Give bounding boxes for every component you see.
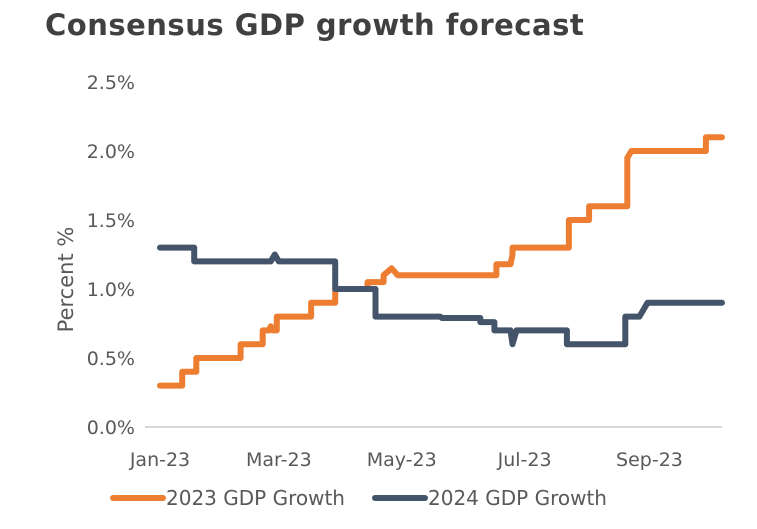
chart-title: Consensus GDP growth forecast bbox=[45, 8, 585, 42]
legend-label: 2024 GDP Growth bbox=[428, 486, 607, 510]
x-axis: Jan-23 Mar-23 May-23 Jul-23 Sep-23 bbox=[129, 449, 683, 471]
y-tick-label: 2.0% bbox=[87, 141, 135, 163]
x-tick-label: Jul-23 bbox=[497, 449, 552, 471]
series-line-2 bbox=[157, 244, 725, 348]
series-line-1 bbox=[157, 134, 725, 389]
x-tick-label: May-23 bbox=[367, 449, 437, 471]
x-tick-label: Jan-23 bbox=[129, 449, 190, 471]
legend-label: 2023 GDP Growth bbox=[166, 486, 345, 510]
y-tick-label: 2.5% bbox=[87, 72, 135, 94]
y-axis: 0.0% 0.5% 1.0% 1.5% 2.0% 2.5% bbox=[87, 72, 135, 439]
x-tick-label: Sep-23 bbox=[616, 449, 683, 471]
legend: 2023 GDP Growth 2024 GDP Growth bbox=[110, 486, 607, 510]
y-tick-label: 1.5% bbox=[87, 210, 135, 232]
y-tick-label: 0.5% bbox=[87, 348, 135, 370]
x-tick-label: Mar-23 bbox=[246, 449, 312, 471]
series-group bbox=[157, 134, 725, 389]
y-tick-label: 0.0% bbox=[87, 417, 135, 439]
y-axis-label: Percent % bbox=[54, 227, 78, 333]
y-tick-label: 1.0% bbox=[87, 279, 135, 301]
